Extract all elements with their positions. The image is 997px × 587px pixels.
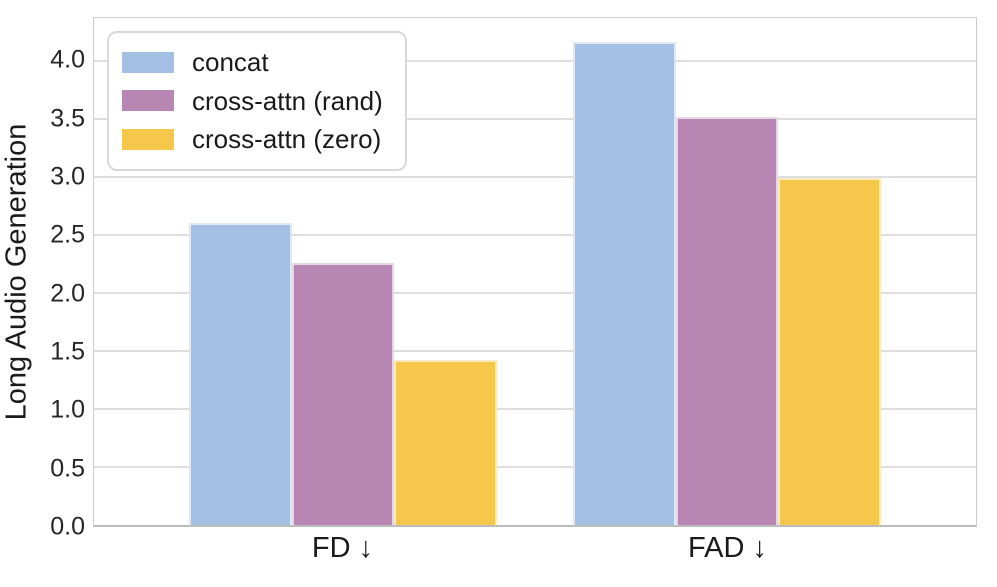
legend-item: cross-attn (zero) bbox=[122, 121, 383, 158]
y-tick-label: 0.0 bbox=[50, 512, 85, 541]
legend-swatch-icon bbox=[122, 90, 174, 112]
y-tick-label: 1.0 bbox=[50, 395, 85, 424]
bar bbox=[778, 178, 882, 525]
bars-layer bbox=[94, 18, 976, 525]
y-tick-label: 4.0 bbox=[50, 45, 85, 74]
legend-label: concat bbox=[192, 47, 269, 77]
y-tick-label: 3.5 bbox=[50, 104, 85, 133]
y-tick-label: 1.5 bbox=[50, 337, 85, 366]
bar bbox=[572, 42, 676, 525]
y-tick-label: 2.5 bbox=[50, 220, 85, 249]
legend-swatch-icon bbox=[122, 128, 174, 150]
plot-area bbox=[93, 17, 977, 527]
gridline bbox=[94, 59, 976, 62]
gridline bbox=[94, 349, 976, 352]
legend-label: cross-attn (zero) bbox=[192, 124, 382, 155]
gridline bbox=[94, 407, 976, 410]
gridline bbox=[94, 233, 976, 236]
y-tick-label: 0.5 bbox=[50, 454, 85, 483]
gridline bbox=[94, 466, 976, 468]
legend: concat cross-attn (rand) cross-attn (zero) bbox=[107, 31, 407, 171]
bar bbox=[675, 116, 779, 525]
x-tick-label: FD ↓ bbox=[311, 532, 374, 564]
y-tick-label: 2.0 bbox=[50, 279, 85, 308]
x-tick-label: FAD ↓ bbox=[688, 532, 767, 564]
x-tick-labels: FD ↓ FAD ↓ bbox=[93, 532, 977, 578]
bar bbox=[291, 262, 395, 525]
gridlines bbox=[94, 18, 976, 525]
bar-group bbox=[572, 18, 882, 525]
bar bbox=[394, 360, 498, 525]
gridline bbox=[94, 291, 976, 294]
bar-group bbox=[188, 18, 498, 525]
gridline bbox=[94, 175, 976, 178]
y-tick-label: 3.0 bbox=[50, 162, 85, 191]
y-tick-labels: 0.0 0.5 1.0 1.5 2.0 2.5 3.0 3.5 4.0 bbox=[0, 17, 85, 539]
bar bbox=[188, 223, 292, 525]
legend-item: cross-attn (rand) bbox=[122, 83, 383, 120]
legend-label: cross-attn (rand) bbox=[192, 85, 383, 116]
gridline bbox=[94, 117, 976, 120]
legend-item: concat bbox=[122, 44, 383, 81]
legend-swatch-icon bbox=[122, 51, 174, 73]
